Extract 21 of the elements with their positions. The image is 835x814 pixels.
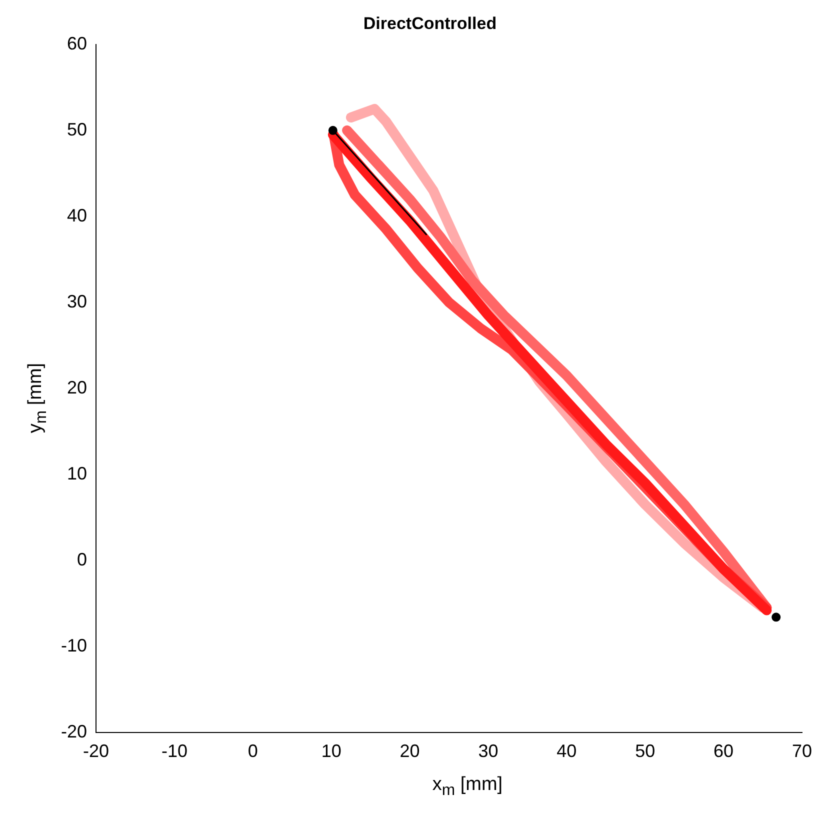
x-tick-label: -20 [83, 741, 110, 762]
y-tick-label: 50 [66, 119, 88, 140]
y-tick-label: 30 [66, 291, 88, 312]
x-tick-label: 20 [400, 741, 420, 762]
x-tick-label: 70 [792, 741, 812, 762]
y-tick-label: 40 [66, 205, 88, 226]
y-tick-label: 10 [66, 463, 88, 484]
y-tick-label: 60 [66, 33, 88, 54]
x-tick-label: 30 [478, 741, 498, 762]
x-tick-label: 60 [714, 741, 734, 762]
chart-title: DirectControlled [363, 14, 497, 33]
x-tick-label: -10 [161, 741, 188, 762]
y-tick-label: 20 [66, 377, 88, 398]
x-tick-label: 0 [248, 741, 258, 762]
x-tick-label: 40 [556, 741, 577, 762]
y-tick-label: 0 [77, 549, 88, 570]
y-tick-label: -10 [61, 635, 88, 656]
y-tick-label: -20 [61, 721, 88, 742]
x-tick-label: 50 [635, 741, 656, 762]
x-tick-label: 10 [321, 741, 342, 762]
x-axis-title: x$_{m}$ [mm] [431, 774, 504, 800]
